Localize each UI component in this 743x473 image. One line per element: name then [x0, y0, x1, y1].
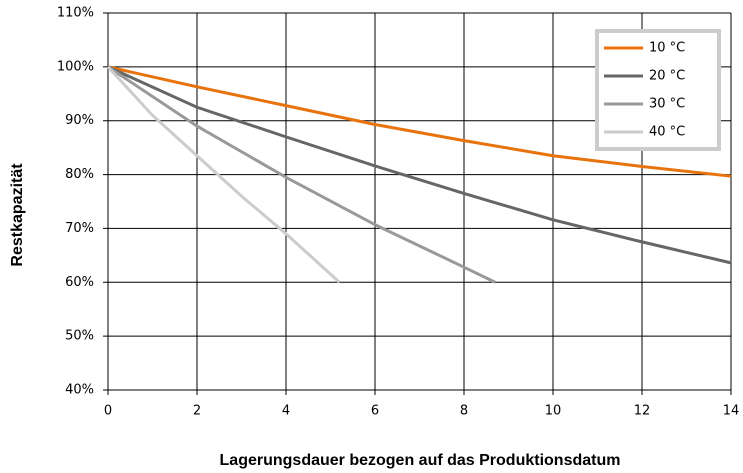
y-tick-label: 90% [65, 113, 94, 128]
legend-label: 10 °C [649, 41, 685, 56]
y-tick-label: 70% [65, 221, 94, 236]
y-tick-label: 80% [65, 167, 94, 182]
x-tick-label: 14 [723, 404, 740, 419]
legend-label: 20 °C [649, 69, 685, 84]
x-tick-label: 10 [545, 404, 562, 419]
y-tick-label: 60% [65, 275, 94, 290]
line [106, 65, 341, 284]
x-tick-label: 12 [634, 404, 651, 419]
x-tick-label: 4 [282, 404, 290, 419]
y-tick-label: 40% [65, 383, 94, 398]
x-tick-label: 6 [371, 404, 379, 419]
legend-box [595, 29, 721, 151]
line [107, 65, 732, 178]
y-tick-label: 50% [65, 329, 94, 344]
legend-label: 40 °C [649, 125, 685, 140]
line [107, 65, 732, 265]
line [107, 65, 496, 284]
x-tick-label: 2 [193, 404, 201, 419]
y-tick-label: 110% [57, 6, 94, 21]
x-tick-label: 8 [460, 404, 468, 419]
y-axis-label: Restkapazität [9, 163, 26, 267]
y-tick-label: 100% [57, 59, 94, 74]
x-tick-label: 0 [104, 404, 112, 419]
x-axis-label: Lagerungsdauer bezogen auf das Produktio… [220, 452, 621, 469]
legend-label: 30 °C [649, 97, 685, 112]
